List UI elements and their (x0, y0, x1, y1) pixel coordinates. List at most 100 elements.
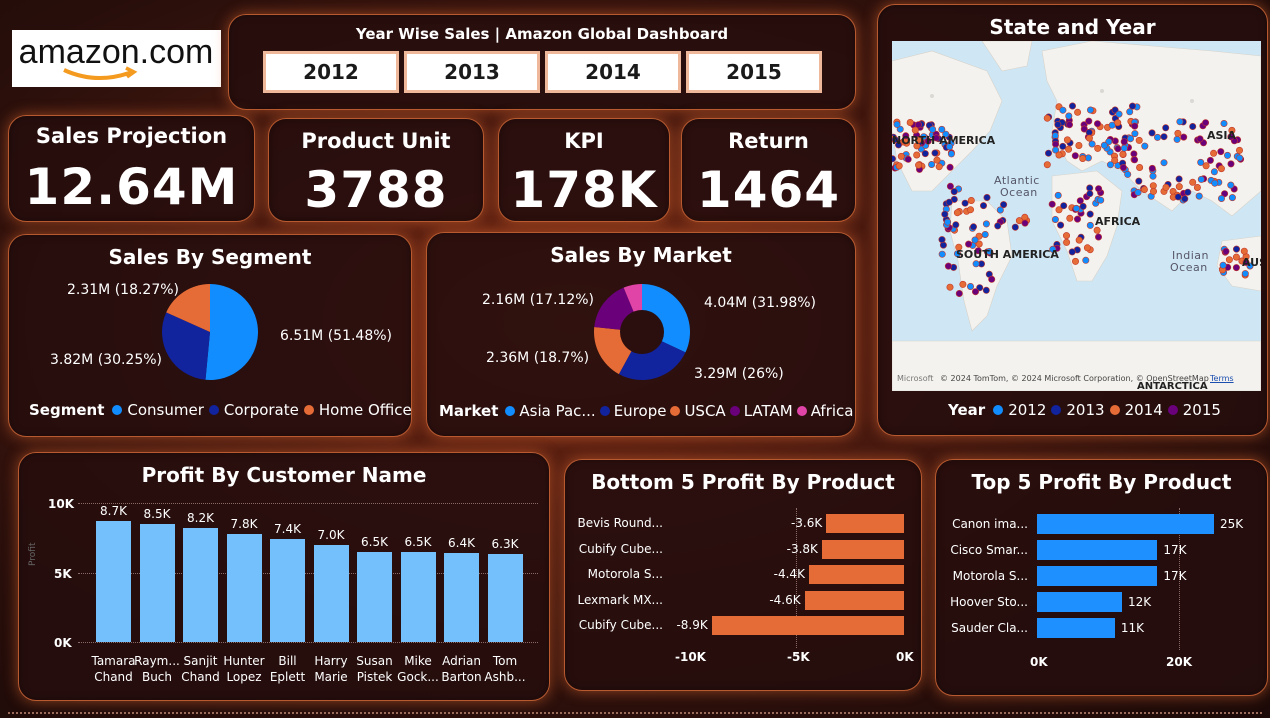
map-point[interactable] (904, 155, 912, 163)
map-point[interactable] (1119, 164, 1127, 172)
map-point[interactable] (1072, 257, 1080, 265)
map-point[interactable] (897, 152, 905, 160)
map-point[interactable] (1115, 110, 1123, 118)
map-point[interactable] (1111, 156, 1119, 164)
map-point[interactable] (1079, 202, 1087, 210)
market-legend-item[interactable]: Africa (810, 402, 854, 420)
map-point[interactable] (1120, 144, 1128, 152)
map-point[interactable] (892, 155, 896, 163)
map-point[interactable] (1095, 185, 1103, 193)
map-point[interactable] (1223, 151, 1231, 159)
map-point[interactable] (1131, 122, 1139, 130)
map-point[interactable] (1086, 190, 1094, 198)
map-point[interactable] (980, 202, 988, 210)
map-point[interactable] (1085, 134, 1093, 142)
map-point[interactable] (1076, 197, 1084, 205)
map-point[interactable] (1129, 102, 1137, 110)
map-point[interactable] (974, 247, 982, 255)
map-point[interactable] (1060, 202, 1068, 210)
map-point[interactable] (892, 136, 899, 143)
map-point[interactable] (1087, 106, 1095, 114)
map-point[interactable] (893, 120, 901, 128)
bar[interactable] (826, 514, 904, 533)
bar[interactable] (400, 551, 436, 642)
map-point[interactable] (1085, 117, 1093, 125)
market-legend-item[interactable]: LATAM (743, 402, 793, 420)
map-point[interactable] (938, 125, 946, 133)
year-button-2013[interactable]: 2013 (404, 51, 540, 93)
map-point[interactable] (1088, 140, 1096, 148)
map-point[interactable] (1189, 178, 1197, 186)
map-point[interactable] (946, 283, 954, 291)
map-terms-link[interactable]: Terms (1210, 374, 1234, 383)
map-point[interactable] (1079, 155, 1087, 163)
map-point[interactable] (996, 206, 1004, 214)
map-point[interactable] (1075, 142, 1083, 150)
map-point[interactable] (933, 156, 941, 164)
map-point[interactable] (902, 132, 910, 140)
bar[interactable] (1037, 566, 1158, 586)
map-point[interactable] (1174, 193, 1182, 201)
map-point[interactable] (935, 163, 943, 171)
bar[interactable] (804, 590, 904, 610)
map-legend-item[interactable]: 2013 (1066, 401, 1105, 419)
map-point[interactable] (947, 150, 955, 158)
map-point[interactable] (985, 248, 993, 256)
map-point[interactable] (938, 236, 946, 244)
segment-legend-item[interactable]: Corporate (223, 401, 299, 419)
map-point[interactable] (1063, 238, 1071, 246)
map-point[interactable] (911, 126, 919, 134)
map-point[interactable] (953, 250, 961, 258)
map-point[interactable] (1193, 184, 1201, 192)
map-point[interactable] (1148, 129, 1156, 137)
map-point[interactable] (1180, 133, 1188, 141)
map-point[interactable] (1176, 118, 1184, 126)
map-point[interactable] (1141, 142, 1149, 150)
map-point[interactable] (906, 119, 914, 127)
map-point[interactable] (1149, 187, 1157, 195)
map-point[interactable] (1131, 156, 1139, 164)
map-point[interactable] (1126, 108, 1134, 116)
map-point[interactable] (1051, 216, 1059, 224)
map-point[interactable] (1228, 194, 1236, 202)
map-point[interactable] (967, 197, 975, 205)
bar[interactable] (270, 539, 305, 642)
map-point[interactable] (955, 290, 963, 298)
map-point[interactable] (1232, 253, 1240, 261)
map-point[interactable] (1093, 226, 1101, 234)
map-point[interactable] (975, 240, 983, 248)
map-point[interactable] (1107, 161, 1115, 169)
map-point[interactable] (1072, 204, 1080, 212)
map-point[interactable] (1217, 195, 1225, 203)
map-point[interactable] (1225, 256, 1233, 264)
map-legend-item[interactable]: 2012 (1008, 401, 1047, 419)
market-legend-item[interactable]: USCA (684, 402, 726, 420)
map-point[interactable] (928, 161, 936, 169)
map-point[interactable] (1071, 152, 1079, 160)
map-point[interactable] (941, 210, 949, 218)
map-point[interactable] (1095, 233, 1103, 241)
map-point[interactable] (1114, 145, 1122, 153)
map-point[interactable] (1049, 245, 1057, 253)
segment-legend-item[interactable]: Consumer (127, 401, 204, 419)
pie-slice[interactable] (166, 284, 210, 332)
map-point[interactable] (1080, 125, 1088, 133)
map-point[interactable] (1131, 130, 1139, 138)
year-button-2012[interactable]: 2012 (263, 51, 399, 93)
map-point[interactable] (913, 151, 921, 159)
map-point[interactable] (932, 134, 940, 142)
map-legend-item[interactable]: 2014 (1124, 401, 1163, 419)
map-point[interactable] (929, 125, 937, 133)
map-point[interactable] (1120, 138, 1128, 146)
map-point[interactable] (1174, 129, 1182, 137)
bar[interactable] (96, 521, 131, 642)
map-point[interactable] (1094, 144, 1102, 152)
map-point[interactable] (1021, 213, 1029, 221)
map-point[interactable] (946, 143, 954, 151)
map-point[interactable] (1217, 148, 1225, 156)
map-point[interactable] (1021, 219, 1029, 227)
map-point[interactable] (1054, 191, 1062, 199)
map-point[interactable] (1100, 141, 1108, 149)
map-point[interactable] (1195, 192, 1203, 200)
map-point[interactable] (988, 275, 996, 283)
